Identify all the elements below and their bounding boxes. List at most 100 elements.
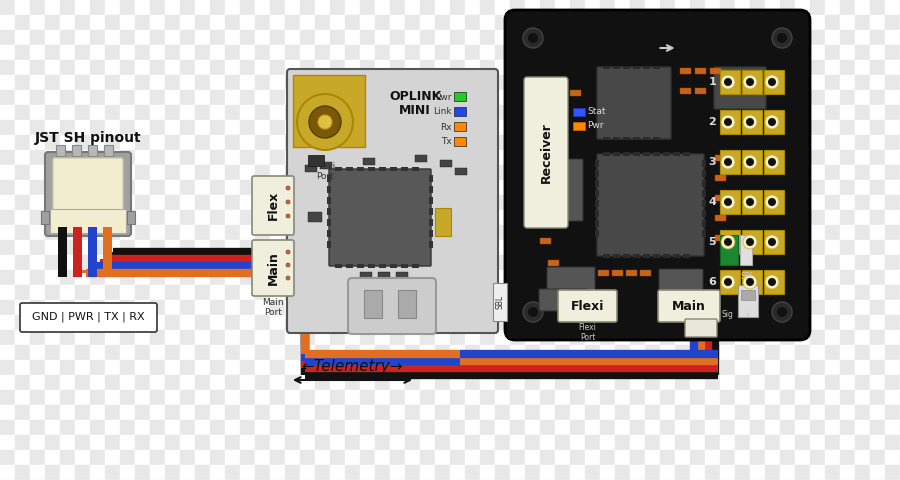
Bar — [405, 210, 420, 225]
Bar — [465, 105, 480, 120]
Bar — [335, 167, 342, 171]
Bar — [510, 165, 525, 180]
Bar — [420, 315, 435, 330]
Circle shape — [746, 198, 754, 206]
Bar — [690, 465, 705, 480]
Circle shape — [777, 33, 787, 43]
Bar — [405, 195, 420, 210]
Bar — [315, 465, 330, 480]
Bar — [315, 450, 330, 465]
Bar — [764, 190, 784, 214]
Bar — [150, 180, 165, 195]
Bar — [195, 30, 210, 45]
Bar — [630, 60, 645, 75]
Bar — [240, 255, 255, 270]
Bar — [210, 465, 225, 480]
Bar — [300, 420, 315, 435]
Bar — [540, 75, 555, 90]
Bar — [120, 360, 135, 375]
Bar — [210, 210, 225, 225]
Bar — [405, 0, 420, 15]
Bar — [795, 45, 810, 60]
Bar — [450, 210, 465, 225]
Bar — [375, 240, 390, 255]
Bar — [465, 180, 480, 195]
FancyBboxPatch shape — [539, 289, 587, 311]
Bar — [405, 150, 420, 165]
Bar — [360, 165, 375, 180]
Bar — [195, 180, 210, 195]
Bar — [60, 255, 75, 270]
Bar — [810, 240, 825, 255]
Bar — [495, 75, 510, 90]
Bar — [335, 264, 342, 268]
Bar — [810, 345, 825, 360]
Bar — [90, 135, 105, 150]
Bar — [60, 0, 75, 15]
Bar — [765, 345, 780, 360]
Bar — [735, 90, 750, 105]
Bar — [360, 180, 375, 195]
Bar — [390, 60, 405, 75]
Bar — [300, 315, 315, 330]
Bar — [690, 30, 705, 45]
Bar — [840, 300, 855, 315]
Bar — [690, 0, 705, 15]
Bar — [345, 45, 360, 60]
Bar — [360, 135, 375, 150]
Bar — [855, 315, 870, 330]
Bar — [315, 330, 330, 345]
Bar — [855, 345, 870, 360]
Bar — [795, 60, 810, 75]
Bar — [30, 225, 45, 240]
Bar — [105, 120, 120, 135]
Bar — [780, 390, 795, 405]
Bar — [645, 420, 660, 435]
Bar — [643, 152, 650, 156]
Circle shape — [724, 78, 732, 86]
Bar — [405, 165, 420, 180]
Bar — [75, 165, 90, 180]
Bar — [555, 285, 570, 300]
Bar — [885, 105, 900, 120]
Bar — [495, 315, 510, 330]
Bar — [825, 0, 840, 15]
Bar — [180, 315, 195, 330]
Bar — [450, 420, 465, 435]
Bar — [210, 45, 225, 60]
Bar — [0, 225, 15, 240]
Bar — [600, 150, 615, 165]
Bar — [825, 270, 840, 285]
Bar — [165, 90, 180, 105]
Bar — [525, 180, 540, 195]
Bar — [855, 120, 870, 135]
Bar — [165, 120, 180, 135]
Bar — [90, 390, 105, 405]
Bar — [683, 254, 690, 258]
Bar — [30, 390, 45, 405]
Bar — [540, 390, 555, 405]
Bar — [630, 435, 645, 450]
Bar — [240, 60, 255, 75]
Bar — [315, 195, 330, 210]
Bar — [240, 330, 255, 345]
Bar — [630, 450, 645, 465]
Bar — [510, 420, 525, 435]
Bar — [15, 15, 30, 30]
Bar — [855, 195, 870, 210]
Bar — [405, 105, 420, 120]
Bar — [780, 165, 795, 180]
Bar — [660, 465, 675, 480]
Bar — [0, 450, 15, 465]
Bar — [330, 465, 345, 480]
Bar — [780, 30, 795, 45]
Bar — [810, 180, 825, 195]
Bar — [390, 90, 405, 105]
Bar — [750, 420, 765, 435]
Bar — [690, 315, 705, 330]
Bar — [765, 180, 780, 195]
Bar — [795, 120, 810, 135]
Bar — [750, 180, 765, 195]
Bar — [90, 450, 105, 465]
Bar — [120, 345, 135, 360]
